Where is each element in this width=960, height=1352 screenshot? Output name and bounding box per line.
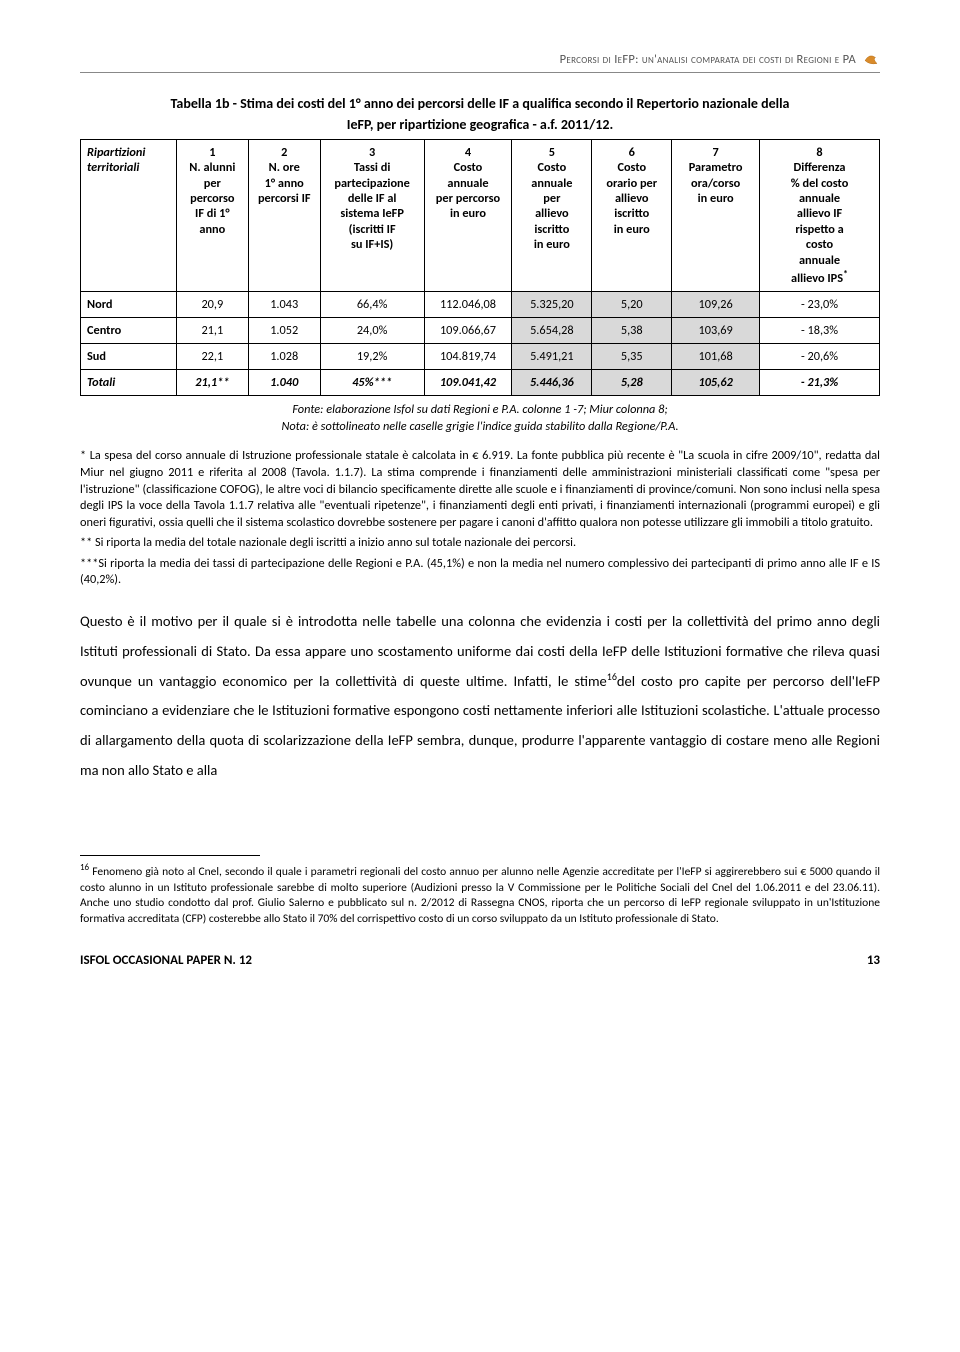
note-asterisk-1: * La spesa del corso annuale di Istruzio… <box>80 448 880 531</box>
footer-right: 13 <box>867 953 880 968</box>
table-row: Centro21,11.05224,0%109.066,675.654,285,… <box>81 318 880 344</box>
cell: - 21,3% <box>760 370 880 396</box>
header-rule <box>80 72 880 73</box>
note-asterisk-3: ***Si riporta la media dei tassi di part… <box>80 556 880 589</box>
cell: 5.491,21 <box>512 344 592 370</box>
cell: 19,2% <box>320 344 424 370</box>
table-source: Fonte: elaborazione Isfol su dati Region… <box>80 402 880 417</box>
col-header-4: 4Costoannualeper percorsoin euro <box>424 140 512 292</box>
cell: 1.052 <box>248 318 320 344</box>
col-header-5: 5Costoannualeperallievoiscrittoin euro <box>512 140 592 292</box>
cell: 20,9 <box>176 292 248 318</box>
cost-table: Ripartizioni territoriali 1N. alunniperp… <box>80 139 880 396</box>
cell: 21,1 <box>176 318 248 344</box>
col-header-3: 3Tassi dipartecipazionedelle IF alsistem… <box>320 140 424 292</box>
cell: 5,20 <box>592 292 672 318</box>
table-row: Totali21,1**1.04045%***109.041,425.446,3… <box>81 370 880 396</box>
row-label: Sud <box>81 344 177 370</box>
row-label: Centro <box>81 318 177 344</box>
note-asterisk-2: ** Si riporta la media del totale nazion… <box>80 535 880 552</box>
cell: 5.325,20 <box>512 292 592 318</box>
cell: 45%*** <box>320 370 424 396</box>
footnote-text: Fenomeno già noto al Cnel, secondo il qu… <box>80 865 880 926</box>
cell: - 20,6% <box>760 344 880 370</box>
cell: - 23,0% <box>760 292 880 318</box>
row-label: Totali <box>81 370 177 396</box>
cell: 109.066,67 <box>424 318 512 344</box>
cell: 24,0% <box>320 318 424 344</box>
cell: 109.041,42 <box>424 370 512 396</box>
col-header-1: 1N. alunniperpercorsoIF di 1°anno <box>176 140 248 292</box>
table-row: Sud22,11.02819,2%104.819,745.491,215,351… <box>81 344 880 370</box>
cell: 5,28 <box>592 370 672 396</box>
cell: 21,1** <box>176 370 248 396</box>
row-label: Nord <box>81 292 177 318</box>
table-footnotes: * La spesa del corso annuale di Istruzio… <box>80 448 880 589</box>
footnote-16: 16 Fenomeno già noto al Cnel, secondo il… <box>80 862 880 927</box>
col-header-2: 2N. ore1° annopercorsi IF <box>248 140 320 292</box>
cell: 22,1 <box>176 344 248 370</box>
footnote-number: 16 <box>80 862 89 873</box>
table-row: Nord20,91.04366,4%112.046,085.325,205,20… <box>81 292 880 318</box>
cell: 5,35 <box>592 344 672 370</box>
col-header-8: 8Differenza% del costoannualeallievo IFr… <box>760 140 880 292</box>
running-title: Percorsi di IeFP: un'analisi comparata d… <box>560 52 856 67</box>
row-header-label-text: Ripartizioni territoriali <box>87 145 145 175</box>
page-footer: ISFOL OCCASIONAL PAPER N. 12 13 <box>80 953 880 968</box>
cell: 112.046,08 <box>424 292 512 318</box>
cell: 101,68 <box>672 344 760 370</box>
cell: 1.028 <box>248 344 320 370</box>
cell: 109,26 <box>672 292 760 318</box>
logo-icon <box>862 50 880 68</box>
table-note: Nota: è sottolineato nelle caselle grigi… <box>80 419 880 434</box>
cell: 1.043 <box>248 292 320 318</box>
footnote-rule <box>80 855 260 856</box>
cell: 1.040 <box>248 370 320 396</box>
col-header-7: 7Parametroora/corsoin euro <box>672 140 760 292</box>
footnote-ref-16: 16 <box>607 670 617 683</box>
body-paragraph: Questo è il motivo per il quale si è int… <box>80 607 880 785</box>
running-header: Percorsi di IeFP: un'analisi comparata d… <box>80 50 880 68</box>
cell: 5.446,36 <box>512 370 592 396</box>
cell: 105,62 <box>672 370 760 396</box>
footer-left: ISFOL OCCASIONAL PAPER N. 12 <box>80 953 252 968</box>
cell: 66,4% <box>320 292 424 318</box>
row-header-label: Ripartizioni territoriali <box>81 140 177 292</box>
cell: 103,69 <box>672 318 760 344</box>
cell: 5.654,28 <box>512 318 592 344</box>
col-header-6: 6Costoorario perallievoiscrittoin euro <box>592 140 672 292</box>
table-caption-line1: Tabella 1b - Stima dei costi del 1° anno… <box>80 95 880 112</box>
cell: - 18,3% <box>760 318 880 344</box>
cell: 104.819,74 <box>424 344 512 370</box>
cell: 5,38 <box>592 318 672 344</box>
table-caption-line2: IeFP, per ripartizione geografica - a.f.… <box>80 116 880 133</box>
